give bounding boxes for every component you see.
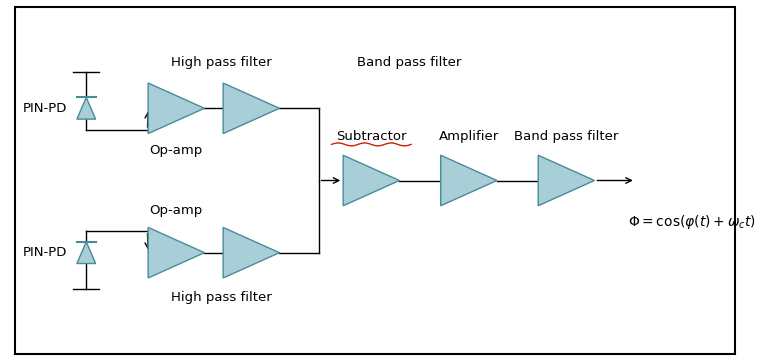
Polygon shape bbox=[343, 155, 399, 206]
Polygon shape bbox=[441, 155, 497, 206]
Polygon shape bbox=[223, 83, 279, 134]
Polygon shape bbox=[148, 83, 204, 134]
Polygon shape bbox=[77, 242, 96, 264]
Text: Op-amp: Op-amp bbox=[150, 144, 203, 157]
Text: PIN-PD: PIN-PD bbox=[23, 246, 67, 259]
Text: High pass filter: High pass filter bbox=[171, 56, 271, 69]
Text: $\Phi = \cos(\varphi(t) + \omega_c t)$: $\Phi = \cos(\varphi(t) + \omega_c t)$ bbox=[628, 213, 757, 231]
Polygon shape bbox=[77, 97, 96, 119]
Polygon shape bbox=[148, 227, 204, 278]
Text: Subtractor: Subtractor bbox=[336, 130, 406, 143]
Text: Band pass filter: Band pass filter bbox=[356, 56, 461, 69]
Polygon shape bbox=[223, 227, 279, 278]
Polygon shape bbox=[538, 155, 594, 206]
Text: High pass filter: High pass filter bbox=[171, 291, 271, 304]
Text: Op-amp: Op-amp bbox=[150, 204, 203, 217]
Text: PIN-PD: PIN-PD bbox=[23, 102, 67, 115]
Text: Amplifier: Amplifier bbox=[438, 130, 499, 143]
Text: Band pass filter: Band pass filter bbox=[514, 130, 619, 143]
